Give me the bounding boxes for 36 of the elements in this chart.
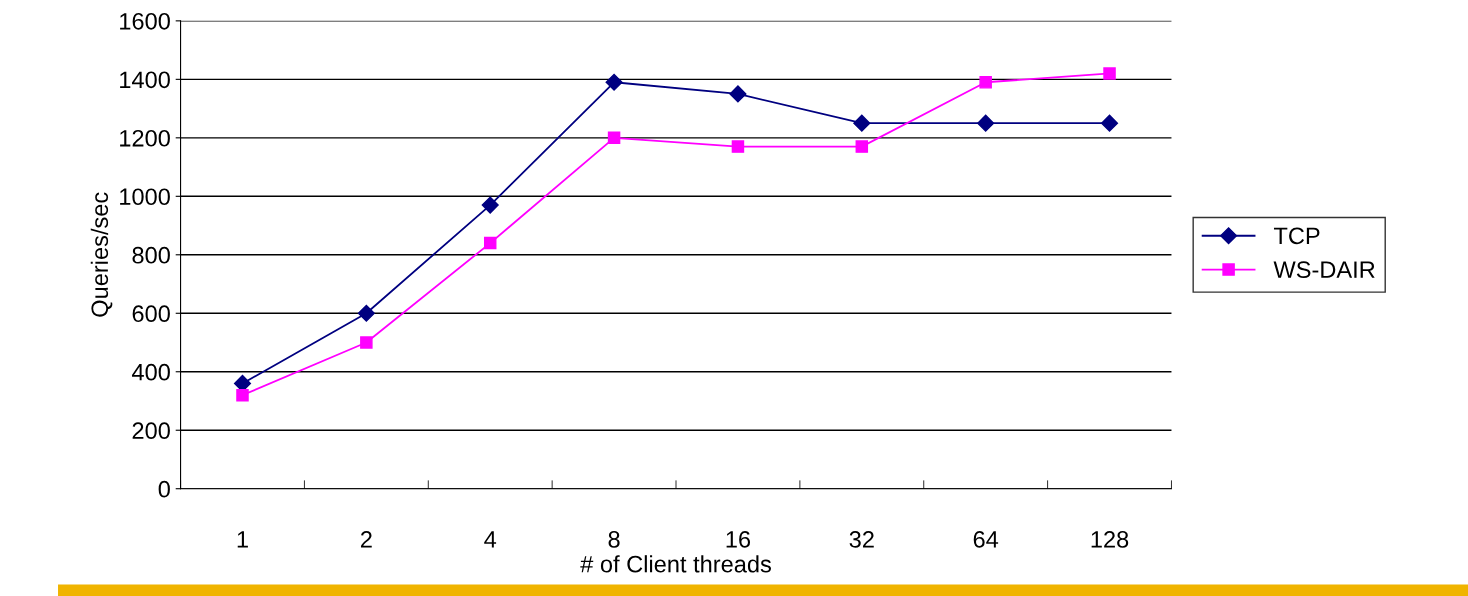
point: [607, 131, 621, 145]
point: [729, 85, 747, 103]
x-axis-title: # of Client threads: [580, 555, 771, 573]
y-tick-label: 0: [158, 480, 170, 498]
point: [855, 140, 869, 153]
point: [481, 196, 499, 214]
point: [1100, 114, 1119, 132]
x-tick-label: 32: [849, 531, 874, 548]
point: [731, 140, 745, 153]
y-tick-label: 1000: [120, 188, 170, 206]
point: [853, 114, 871, 132]
point: [605, 73, 623, 91]
point: [483, 236, 497, 250]
x-tick-label: 1: [237, 531, 248, 548]
y-tick-label: 1600: [120, 12, 170, 30]
y-tick-label: 1400: [120, 71, 170, 89]
x-tick-label: 2: [360, 531, 372, 548]
y-tick-label: 800: [132, 246, 170, 264]
y-tick-label: 600: [132, 305, 170, 323]
y-tick-label: 1200: [120, 129, 170, 147]
y-axis-title: Queries/sec: [90, 192, 113, 317]
point: [977, 114, 995, 132]
x-tick-label: 4: [484, 531, 497, 548]
x-tick-label: 128: [1091, 531, 1129, 548]
legend-label: WS-DAIR: [1273, 261, 1375, 279]
y-tick-label: 200: [132, 422, 170, 440]
x-tick-label: 8: [608, 531, 620, 548]
x-tick-label: 64: [973, 531, 999, 548]
point: [979, 76, 992, 89]
point: [357, 304, 375, 322]
x-tick-label: 16: [726, 531, 751, 548]
y-tick-label: 400: [131, 363, 170, 381]
legend-label: TCP: [1273, 227, 1320, 245]
point: [236, 388, 249, 402]
point: [360, 336, 373, 349]
point: [1103, 67, 1116, 80]
